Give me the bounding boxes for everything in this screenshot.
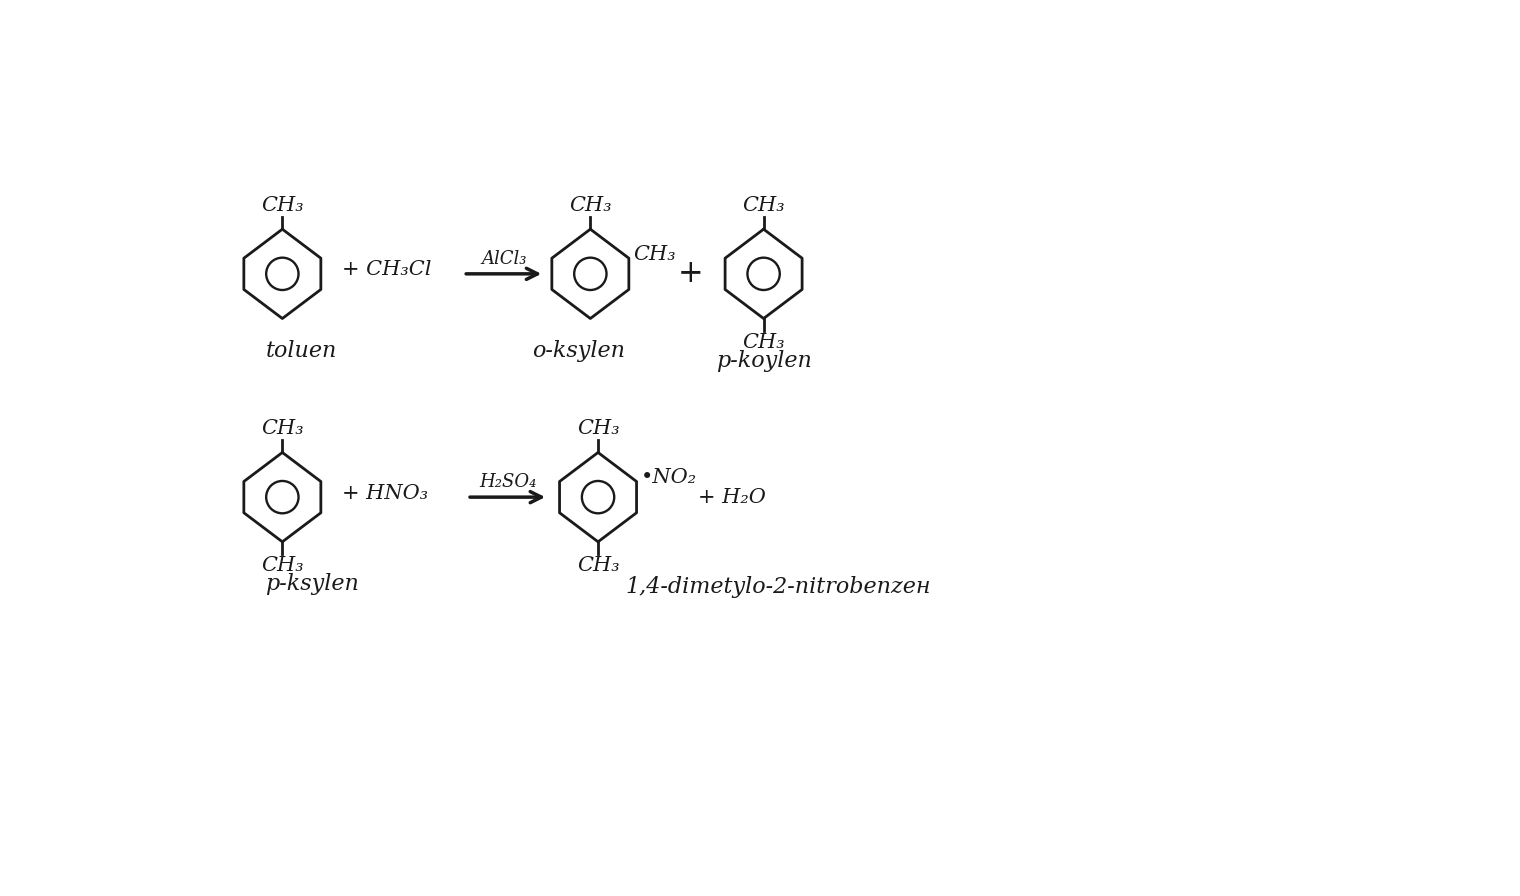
- Text: toluen: toluen: [266, 340, 337, 362]
- Text: AlCl₃: AlCl₃: [480, 250, 526, 268]
- Text: CH₃: CH₃: [261, 418, 304, 438]
- Text: o-ksylen: o-ksylen: [532, 340, 625, 362]
- Text: CH₃: CH₃: [742, 333, 784, 352]
- Text: H₂SO₄: H₂SO₄: [479, 473, 537, 491]
- Text: CH₃: CH₃: [261, 195, 304, 214]
- Text: CH₃: CH₃: [576, 556, 619, 575]
- Text: + H₂O: + H₂O: [698, 487, 766, 506]
- Text: p-ksylen: p-ksylen: [266, 573, 359, 595]
- Text: CH₃: CH₃: [632, 245, 675, 263]
- Text: + CH₃Cl: + CH₃Cl: [342, 261, 432, 280]
- Text: CH₃: CH₃: [576, 418, 619, 438]
- Text: CH₃: CH₃: [261, 556, 304, 575]
- Text: +: +: [678, 258, 704, 289]
- Text: + HNO₃: + HNO₃: [342, 484, 429, 503]
- Text: CH₃: CH₃: [742, 195, 784, 214]
- Text: 1,4-dimetylo-2-nitrobenzен: 1,4-dimetylo-2-nitrobenzен: [625, 576, 930, 598]
- Text: p-koylen: p-koylen: [716, 350, 812, 372]
- Text: CH₃: CH₃: [568, 195, 611, 214]
- Text: •NO₂: •NO₂: [640, 468, 696, 487]
